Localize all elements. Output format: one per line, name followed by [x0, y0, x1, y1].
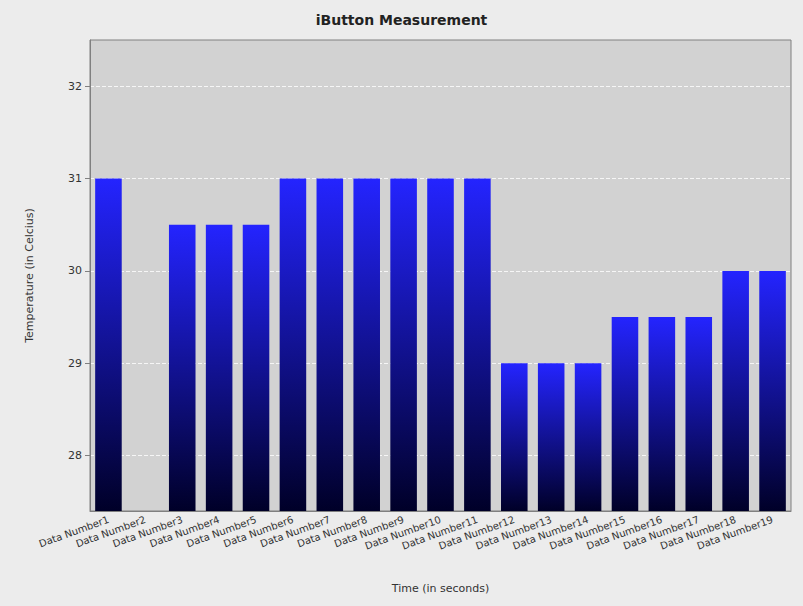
svg-text:28: 28 [68, 449, 82, 462]
svg-text:29: 29 [68, 357, 82, 370]
svg-text:Data Number11: Data Number11 [400, 513, 480, 552]
svg-text:Data Number9: Data Number9 [332, 513, 406, 550]
svg-text:iButton Measurement: iButton Measurement [316, 12, 488, 28]
svg-text:Data Number7: Data Number7 [258, 513, 332, 550]
svg-text:Data Number17: Data Number17 [621, 513, 701, 552]
svg-text:Data Number12: Data Number12 [437, 513, 517, 552]
svg-text:Data Number6: Data Number6 [221, 513, 295, 550]
svg-text:Data Number8: Data Number8 [295, 513, 369, 550]
svg-text:32: 32 [68, 80, 82, 93]
svg-text:Data Number1: Data Number1 [37, 513, 111, 550]
svg-text:Data Number14: Data Number14 [511, 513, 590, 552]
svg-text:Data Number19: Data Number19 [696, 514, 775, 552]
svg-text:Time (in seconds): Time (in seconds) [391, 582, 490, 595]
svg-text:Data Number10: Data Number10 [363, 513, 443, 552]
svg-text:Data Number3: Data Number3 [111, 513, 185, 550]
svg-text:Data Number5: Data Number5 [185, 513, 258, 550]
svg-text:Data Number18: Data Number18 [658, 513, 738, 552]
svg-text:Data Number2: Data Number2 [74, 513, 148, 550]
svg-text:Data Number15: Data Number15 [548, 513, 627, 552]
svg-text:31: 31 [68, 172, 82, 185]
svg-text:30: 30 [68, 264, 82, 277]
svg-text:Data Number13: Data Number13 [474, 513, 554, 552]
svg-text:Data Number16: Data Number16 [584, 513, 664, 552]
svg-text:Data Number4: Data Number4 [148, 513, 221, 550]
svg-text:Temperature (in Celcius): Temperature (in Celcius) [23, 208, 36, 344]
